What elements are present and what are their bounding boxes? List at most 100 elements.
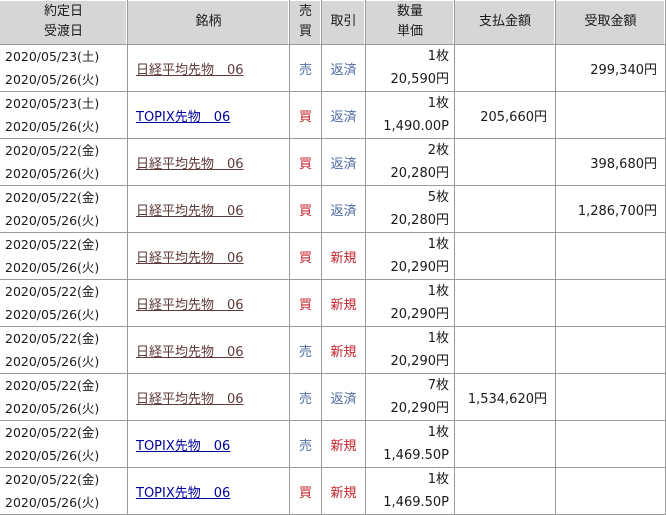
symbol-link[interactable]: TOPIX先物 06	[136, 485, 231, 501]
dates-cell: 2020/05/22(金) 2020/05/26(火)	[0, 233, 128, 280]
side-cell: 買	[290, 186, 322, 233]
quantity: 5枚	[427, 190, 449, 205]
dates-cell: 2020/05/22(金) 2020/05/26(火)	[0, 421, 128, 468]
header-buy-label: 買	[298, 24, 312, 39]
contract-date: 2020/05/22(金)	[5, 284, 100, 299]
symbol-link[interactable]: 日経平均先物 06	[136, 62, 244, 78]
trade-type-cell: 返済	[322, 92, 366, 139]
side-cell: 買	[290, 92, 322, 139]
quantity-price-cell: 1枚 1,469.50P	[366, 468, 455, 515]
dates-cell: 2020/05/22(金) 2020/05/26(火)	[0, 139, 128, 186]
header-quantity-unit-price: 数量 単価	[366, 0, 455, 45]
trade-type-cell: 返済	[322, 139, 366, 186]
payment-amount-cell	[455, 45, 556, 92]
dates-cell: 2020/05/22(金) 2020/05/26(火)	[0, 327, 128, 374]
payment-amount-cell	[455, 327, 556, 374]
side-cell: 売	[290, 374, 322, 421]
table-row: 2020/05/22(金) 2020/05/26(火) 日経平均先物 06 買 …	[0, 186, 666, 233]
header-trade-type: 取引	[322, 0, 366, 45]
table-row: 2020/05/23(土) 2020/05/26(火) TOPIX先物 06 買…	[0, 92, 666, 139]
table-row: 2020/05/22(金) 2020/05/26(火) 日経平均先物 06 買 …	[0, 280, 666, 327]
delivery-date: 2020/05/26(火)	[5, 307, 100, 322]
delivery-date: 2020/05/26(火)	[5, 166, 100, 181]
contract-date: 2020/05/23(土)	[5, 49, 100, 64]
quantity-price-cell: 1枚 1,490.00P	[366, 92, 455, 139]
quantity: 1枚	[427, 237, 449, 252]
symbol-link[interactable]: 日経平均先物 06	[136, 156, 244, 172]
contract-date: 2020/05/22(金)	[5, 331, 100, 346]
symbol-link[interactable]: 日経平均先物 06	[136, 297, 244, 313]
dates-cell: 2020/05/22(金) 2020/05/26(火)	[0, 374, 128, 421]
quantity: 2枚	[427, 143, 449, 158]
header-quantity-label: 数量	[396, 4, 423, 19]
payment-amount-cell	[455, 139, 556, 186]
receive-amount-cell	[556, 233, 666, 280]
header-payment-amount: 支払金額	[455, 0, 556, 45]
symbol-link[interactable]: TOPIX先物 06	[136, 109, 231, 125]
payment-amount-cell	[455, 233, 556, 280]
payment-amount-cell: 1,534,620円	[455, 374, 556, 421]
table-row: 2020/05/22(金) 2020/05/26(火) 日経平均先物 06 売 …	[0, 327, 666, 374]
header-symbol: 銘柄	[128, 0, 290, 45]
symbol-link[interactable]: TOPIX先物 06	[136, 438, 231, 454]
trade-type-cell: 新規	[322, 280, 366, 327]
symbol-cell: 日経平均先物 06	[128, 139, 290, 186]
side-cell: 売	[290, 327, 322, 374]
trade-type-cell: 新規	[322, 327, 366, 374]
symbol-link[interactable]: 日経平均先物 06	[136, 344, 244, 360]
dates-cell: 2020/05/22(金) 2020/05/26(火)	[0, 186, 128, 233]
unit-price: 20,290円	[390, 401, 450, 416]
unit-price: 1,469.50P	[383, 448, 449, 463]
unit-price: 20,290円	[390, 260, 450, 275]
trade-type-cell: 返済	[322, 186, 366, 233]
symbol-cell: TOPIX先物 06	[128, 468, 290, 515]
unit-price: 20,280円	[390, 166, 450, 181]
quantity: 1枚	[427, 284, 449, 299]
receive-amount-cell: 299,340円	[556, 45, 666, 92]
trade-type-cell: 新規	[322, 233, 366, 280]
symbol-link[interactable]: 日経平均先物 06	[136, 203, 244, 219]
unit-price: 20,290円	[390, 354, 450, 369]
delivery-date: 2020/05/26(火)	[5, 72, 100, 87]
trade-type-cell: 返済	[322, 374, 366, 421]
quantity: 1枚	[427, 472, 449, 487]
side-cell: 売	[290, 45, 322, 92]
delivery-date: 2020/05/26(火)	[5, 401, 100, 416]
payment-amount-cell	[455, 421, 556, 468]
quantity: 1枚	[427, 96, 449, 111]
quantity-price-cell: 1枚 1,469.50P	[366, 421, 455, 468]
table-row: 2020/05/22(金) 2020/05/26(火) 日経平均先物 06 買 …	[0, 139, 666, 186]
side-cell: 売	[290, 421, 322, 468]
table-row: 2020/05/22(金) 2020/05/26(火) 日経平均先物 06 買 …	[0, 233, 666, 280]
header-sell-label: 売	[298, 4, 312, 19]
symbol-cell: 日経平均先物 06	[128, 280, 290, 327]
receive-amount-cell	[556, 280, 666, 327]
symbol-link[interactable]: 日経平均先物 06	[136, 391, 244, 407]
trade-type-cell: 新規	[322, 421, 366, 468]
dates-cell: 2020/05/22(金) 2020/05/26(火)	[0, 280, 128, 327]
unit-price: 20,590円	[390, 72, 450, 87]
symbol-cell: 日経平均先物 06	[128, 186, 290, 233]
symbol-link[interactable]: 日経平均先物 06	[136, 250, 244, 266]
unit-price: 1,469.50P	[383, 495, 449, 510]
contract-date: 2020/05/22(金)	[5, 143, 100, 158]
delivery-date: 2020/05/26(火)	[5, 260, 100, 275]
contract-date: 2020/05/22(金)	[5, 190, 100, 205]
payment-amount-cell: 205,660円	[455, 92, 556, 139]
receive-amount-cell	[556, 468, 666, 515]
receive-amount-cell	[556, 374, 666, 421]
receive-amount-cell	[556, 92, 666, 139]
contract-date: 2020/05/23(土)	[5, 96, 100, 111]
table-row: 2020/05/22(金) 2020/05/26(火) TOPIX先物 06 買…	[0, 468, 666, 515]
header-contract-date-label: 約定日	[43, 4, 83, 19]
symbol-cell: 日経平均先物 06	[128, 233, 290, 280]
table-row: 2020/05/23(土) 2020/05/26(火) 日経平均先物 06 売 …	[0, 45, 666, 92]
unit-price: 1,490.00P	[383, 119, 449, 134]
quantity-price-cell: 5枚 20,280円	[366, 186, 455, 233]
delivery-date: 2020/05/26(火)	[5, 213, 100, 228]
unit-price: 20,290円	[390, 307, 450, 322]
receive-amount-cell: 398,680円	[556, 139, 666, 186]
receive-amount-cell: 1,286,700円	[556, 186, 666, 233]
payment-amount-cell	[455, 186, 556, 233]
